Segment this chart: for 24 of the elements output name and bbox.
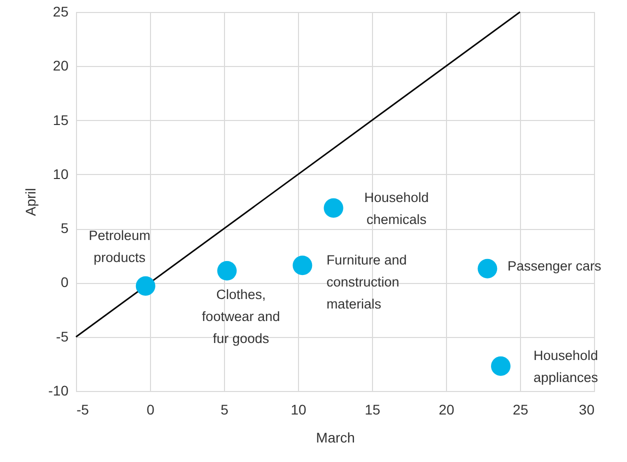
y-tick-label: 15 <box>52 112 69 128</box>
annotation: Clothes, footwear and fur goods <box>202 286 280 346</box>
x-axis-title: March <box>316 430 355 446</box>
annotation: Furniture and construction materials <box>326 252 407 312</box>
x-tick-label: 15 <box>364 402 380 418</box>
annotation: Petroleum products <box>88 228 150 265</box>
annotation: Household appliances <box>533 348 598 386</box>
y-tick-label: 25 <box>52 4 69 20</box>
y-tick-label: 0 <box>60 274 69 290</box>
y-axis-title: April <box>22 188 38 216</box>
y-tick-label: 20 <box>52 58 69 74</box>
y-tick-label: -5 <box>56 328 69 344</box>
y-tick-label: 5 <box>60 220 69 236</box>
y-tick-label: 10 <box>52 166 69 182</box>
x-tick-label: 5 <box>220 402 229 418</box>
x-tick-label: 20 <box>438 402 454 418</box>
annotation: Passenger cars <box>507 258 602 274</box>
x-tick-label: -5 <box>76 402 90 418</box>
annotation: Household chemicals <box>364 190 429 227</box>
y-tick-label: -10 <box>48 382 69 398</box>
x-tick-label: 10 <box>290 402 306 418</box>
x-tick-label: 0 <box>146 402 155 418</box>
x-tick-label: 30 <box>578 402 595 418</box>
x-tick-label: 25 <box>512 402 528 418</box>
